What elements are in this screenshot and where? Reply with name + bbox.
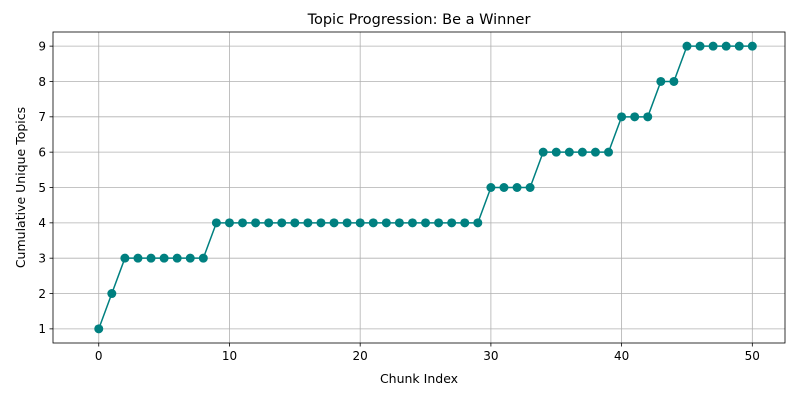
x-tick-label: 10 (222, 349, 237, 363)
y-tick-label: 3 (38, 251, 46, 265)
y-tick-label: 5 (38, 181, 46, 195)
data-point (708, 41, 718, 51)
data-point (303, 218, 313, 228)
data-point (172, 253, 182, 263)
data-point (394, 218, 404, 228)
data-point (290, 218, 300, 228)
data-point (107, 289, 117, 299)
y-tick-label: 7 (38, 110, 46, 124)
data-point (538, 147, 548, 157)
y-tick-label: 8 (38, 75, 46, 89)
x-tick-label: 0 (95, 349, 103, 363)
data-point (133, 253, 143, 263)
data-point (460, 218, 470, 228)
data-point (277, 218, 287, 228)
y-tick-label: 9 (38, 39, 46, 53)
data-point (120, 253, 130, 263)
x-axis-title: Chunk Index (380, 371, 458, 386)
data-point (342, 218, 352, 228)
data-point (564, 147, 574, 157)
chart-title: Topic Progression: Be a Winner (307, 12, 531, 28)
x-tick-label: 50 (745, 349, 760, 363)
data-point (747, 41, 757, 51)
ticks: 0 10 20 30 40 50 1 2 3 4 5 6 7 8 9 (38, 39, 760, 363)
data-point (421, 218, 431, 228)
y-tick-label: 2 (38, 287, 46, 301)
x-tick-label: 40 (614, 349, 629, 363)
x-tick-label: 30 (483, 349, 498, 363)
data-point (656, 76, 666, 86)
data-point (617, 112, 627, 122)
data-point (355, 218, 365, 228)
data-point (159, 253, 169, 263)
data-point (473, 218, 483, 228)
data-point (264, 218, 274, 228)
data-point (643, 112, 653, 122)
data-point (499, 183, 509, 192)
data-point (329, 218, 339, 228)
data-point (551, 147, 561, 157)
data-point (486, 183, 496, 192)
data-point (695, 41, 705, 51)
data-point (734, 41, 744, 51)
y-tick-label: 6 (38, 145, 46, 159)
data-point (94, 324, 104, 334)
data-point (146, 253, 156, 263)
data-point (368, 218, 378, 228)
data-point (198, 253, 208, 263)
data-point (185, 253, 195, 263)
data-point (577, 147, 587, 157)
data-point (381, 218, 391, 228)
data-point (512, 183, 522, 192)
data-point (604, 147, 614, 157)
data-point (630, 112, 640, 122)
data-point (590, 147, 600, 157)
data-point (721, 41, 731, 51)
data-point (238, 218, 248, 228)
y-tick-label: 1 (38, 322, 46, 336)
data-point (669, 76, 679, 86)
y-tick-label: 4 (38, 216, 46, 230)
y-axis-title: Cumulative Unique Topics (13, 107, 28, 268)
series-layer (94, 41, 757, 334)
data-point (447, 218, 457, 228)
data-point (525, 183, 535, 192)
data-point (316, 218, 326, 228)
data-point (251, 218, 261, 228)
x-tick-label: 20 (353, 349, 368, 363)
data-point (682, 41, 692, 51)
data-point (407, 218, 417, 228)
data-point (211, 218, 221, 228)
data-point (434, 218, 444, 228)
data-point (224, 218, 234, 228)
